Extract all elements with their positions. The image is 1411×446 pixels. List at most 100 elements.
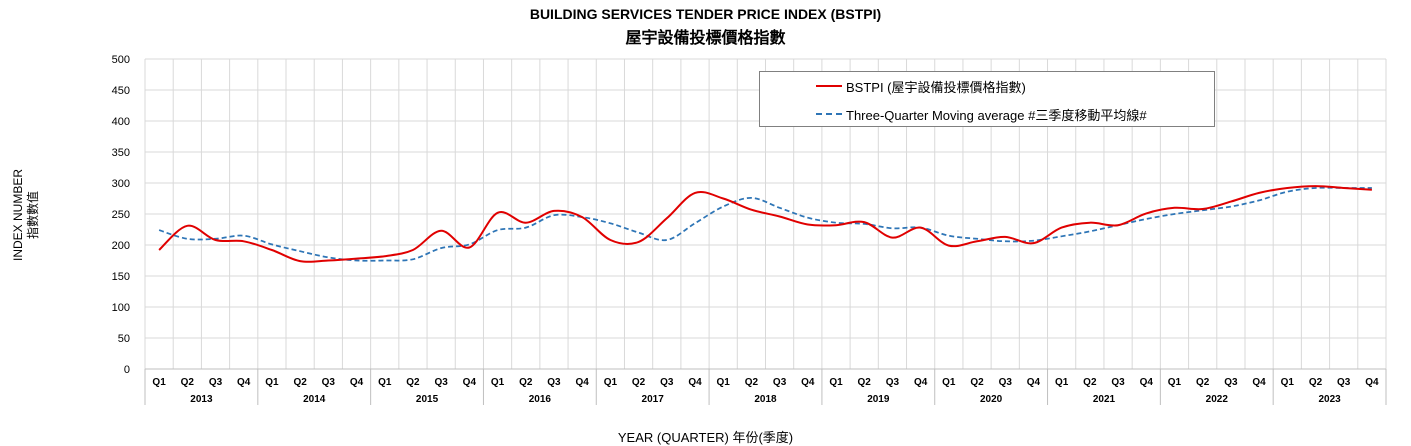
x-tick-label-quarter: Q4 [688,377,702,388]
x-tick-label-quarter: Q2 [181,377,195,388]
chart-title: BUILDING SERVICES TENDER PRICE INDEX (BS… [529,6,882,22]
x-tick-label-year: 2013 [190,394,213,405]
y-tick-label: 0 [124,364,130,376]
data-point-moving-average [468,243,470,245]
data-point-moving-average [327,256,329,258]
y-tick-label: 300 [112,178,130,190]
y-tick-label: 150 [112,271,130,283]
data-point-bstpi [553,210,555,212]
data-point-moving-average [750,197,752,199]
data-point-moving-average [1315,187,1317,189]
data-point-moving-average [356,260,358,262]
series-line-bstpi [158,185,1372,263]
legend-item-bstpi: BSTPI (屋宇設備投標價格指數) [816,77,1026,95]
data-point-moving-average [1371,187,1373,189]
x-tick-label-quarter: Q2 [970,377,984,388]
legend-item-moving-average: Three-Quarter Moving average #三季度移動平均線# [816,105,1147,123]
data-point-bstpi [440,230,442,232]
x-tick-label-quarter: Q2 [519,377,533,388]
series-line-moving-average [158,186,1372,262]
data-point-moving-average [609,222,611,224]
data-point-moving-average [807,217,809,219]
data-point-moving-average [299,250,301,252]
x-tick-label-quarter: Q4 [237,377,251,388]
data-point-bstpi [807,224,809,226]
x-tick-label-quarter: Q2 [1309,377,1323,388]
x-tick-label-quarter: Q1 [378,377,392,388]
x-tick-label-quarter: Q1 [1281,377,1295,388]
x-tick-label-year: 2015 [416,394,439,405]
data-point-moving-average [525,227,527,229]
x-tick-label-quarter: Q2 [858,377,872,388]
x-tick-label-quarter: Q3 [1337,377,1351,388]
x-tick-label-quarter: Q4 [914,377,928,388]
x-tick-label-quarter: Q4 [350,377,364,388]
x-tick-label-quarter: Q1 [829,377,843,388]
data-point-moving-average [553,214,555,216]
data-point-moving-average [694,222,696,224]
y-tick-label: 450 [112,85,130,97]
x-tick-label-year: 2016 [529,394,552,405]
x-tick-label-quarter: Q1 [491,377,505,388]
data-point-bstpi [779,216,781,218]
data-point-bstpi [638,241,640,243]
data-point-moving-average [1032,240,1034,242]
legend-label-moving-average: Three-Quarter Moving average #三季度移動平均線# [846,107,1147,123]
data-point-moving-average [412,258,414,260]
data-point-bstpi [891,237,893,239]
x-tick-label-quarter: Q1 [942,377,956,388]
data-point-moving-average [976,238,978,240]
legend-label-bstpi: BSTPI (屋宇設備投標價格指數) [846,79,1026,95]
y-tick-label: 50 [118,333,130,345]
x-tick-label-quarter: Q3 [1111,377,1125,388]
data-point-bstpi [920,227,922,229]
data-point-moving-average [1258,199,1260,201]
x-tick-label-quarter: Q3 [886,377,900,388]
data-point-bstpi [1202,208,1204,210]
x-tick-label-quarter: Q1 [1055,377,1069,388]
x-tick-label-year: 2021 [1093,394,1116,405]
x-tick-label-quarter: Q3 [660,377,674,388]
data-point-bstpi [1117,224,1119,226]
data-point-moving-average [1004,240,1006,242]
x-tick-label-quarter: Q2 [406,377,420,388]
y-tick-label: 500 [112,54,130,66]
data-point-bstpi [356,258,358,260]
x-tick-label-quarter: Q4 [1252,377,1266,388]
data-point-moving-average [271,243,273,245]
data-point-bstpi [186,225,188,227]
y-tick-label: 200 [112,240,130,252]
chart-subtitle: 屋宇設備投標價格指數 [625,30,786,47]
data-point-moving-average [1230,206,1232,208]
x-tick-label-quarter: Q3 [209,377,223,388]
data-point-moving-average [384,260,386,262]
data-point-bstpi [327,260,329,262]
data-point-bstpi [1174,207,1176,209]
x-tick-label-year: 2017 [642,394,665,405]
data-point-moving-average [1174,213,1176,215]
data-point-moving-average [722,206,724,208]
data-point-moving-average [638,232,640,234]
data-point-bstpi [976,240,978,242]
data-point-bstpi [1315,185,1317,187]
data-point-bstpi [750,209,752,211]
x-tick-label-year: 2022 [1206,394,1229,405]
data-point-moving-average [779,207,781,209]
y-tick-label: 100 [112,302,130,314]
data-point-bstpi [1230,201,1232,203]
data-point-bstpi [1286,187,1288,189]
data-point-bstpi [609,239,611,241]
x-tick-label-year: 2018 [754,394,777,405]
x-tick-label-year: 2023 [1318,394,1341,405]
data-point-moving-average [243,235,245,237]
data-point-moving-average [835,222,837,224]
data-point-bstpi [666,217,668,219]
x-tick-label-quarter: Q4 [801,377,815,388]
x-tick-label-quarter: Q3 [434,377,448,388]
x-tick-label-quarter: Q2 [293,377,307,388]
x-tick-label-quarter: Q3 [547,377,561,388]
x-tick-label-quarter: Q4 [1140,377,1154,388]
data-point-bstpi [1004,236,1006,238]
x-tick-label-quarter: Q1 [717,377,731,388]
